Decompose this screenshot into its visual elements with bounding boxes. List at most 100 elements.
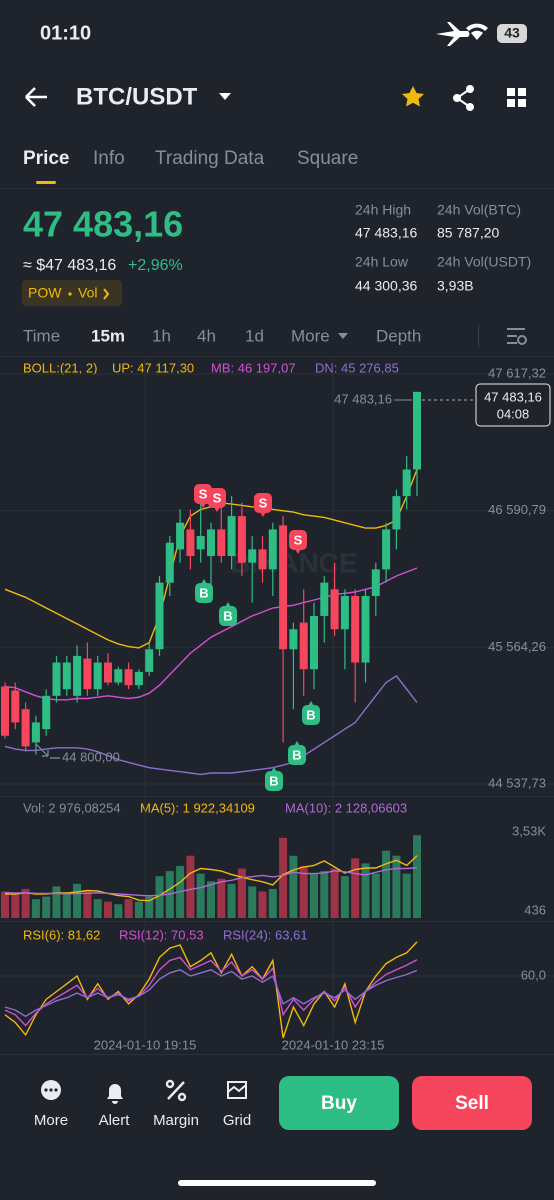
pair-dropdown[interactable] [219,93,231,100]
stat-label: 24h High [355,202,411,218]
nav-more[interactable] [41,1080,61,1100]
trade-marker [302,705,320,725]
trade-marker-pointer [308,701,314,706]
candle-body [145,649,154,672]
volume-bar [104,901,112,918]
nav-label[interactable]: Grid [223,1112,251,1129]
candle-body [382,529,391,570]
trade-marker-label: B [292,747,301,762]
divider [0,796,554,797]
home-indicator [178,1180,376,1186]
buy-button[interactable] [279,1076,399,1130]
trade-marker [265,771,283,791]
volume-bar [248,886,257,918]
nav-margin-icon[interactable] [165,1079,187,1102]
battery [497,24,527,43]
wifi-icon [466,23,488,40]
interval[interactable]: 1h [152,326,171,345]
nav-label[interactable]: Margin [153,1112,199,1129]
stat-label: 24h Vol(USDT) [437,254,531,270]
tag-box[interactable] [22,280,122,306]
trade-marker-pointer [200,503,206,508]
vol-tick-label: 3,53K [512,823,546,838]
interval[interactable]: Time [23,326,60,345]
candle-body [207,529,215,557]
tab[interactable]: Square [297,148,358,169]
volume-bar [155,876,164,918]
tab[interactable]: Price [23,148,69,169]
trade-marker-label: B [269,773,278,788]
volume-bar [52,886,61,918]
nav-label[interactable]: Alert [99,1112,131,1129]
trade-marker-label: B [199,585,208,600]
candle-body [73,655,82,696]
tab[interactable]: Trading Data [155,148,265,169]
stat-value: 44 300,36 [355,278,417,294]
sell-button[interactable] [412,1076,532,1130]
nav-alert-icon[interactable] [107,1084,123,1104]
trade-marker-pointer [214,507,220,512]
volume-bar [217,878,226,918]
boll-legend: BOLL:(21, 2) [23,360,97,375]
sell-label[interactable]: Sell [455,1093,489,1114]
vol-tick-label: 436 [524,902,546,917]
volume-bar [114,904,123,918]
stat-value: 3,93B [437,278,474,294]
airplane-icon [436,22,470,46]
trade-marker-pointer [201,579,207,584]
candle-body [299,622,308,670]
candle-body [11,690,20,723]
last-price-box [475,383,551,427]
rsi-line [4,969,418,1018]
interval[interactable]: 1d [245,326,264,345]
divider [0,921,554,922]
volume-bar [11,894,20,918]
trade-marker [208,488,226,508]
candle-body [124,669,133,686]
clock: 01:10 [40,22,91,44]
volume-bar [361,863,370,918]
volume-bar [207,881,215,918]
pair-title[interactable]: BTC/USDT [76,83,198,110]
volume-bar [340,876,349,918]
volume-bar [21,888,30,918]
trade-marker-label: B [306,707,315,722]
volume-bar [73,883,82,918]
candle-body [93,662,102,690]
stat-label: 24h Vol(BTC) [437,202,521,218]
volume-bar [371,873,380,918]
interval[interactable]: 4h [197,326,216,345]
tag-separator [68,292,72,296]
tab[interactable]: Info [93,148,125,169]
interval[interactable]: More [291,326,330,345]
candle-body [320,582,329,616]
trade-marker-pointer [271,767,277,772]
trade-marker [254,493,272,513]
candle-body [186,529,195,557]
volume-bar [330,868,339,918]
fiat-price: ≈ $47 483,16 [23,257,116,274]
chart-settings[interactable] [507,328,527,345]
tag[interactable]: Vol [78,285,97,301]
buy-label[interactable]: Buy [321,1093,357,1114]
nav-label[interactable]: More [34,1112,68,1129]
vol-legend: MA(10): 2 128,06603 [285,800,407,815]
stat-label: 24h Low [355,254,409,270]
tag-chevron [103,288,110,300]
trade-marker-label: S [199,486,208,501]
tag[interactable]: POW [28,285,62,301]
volume-bar [413,835,421,918]
interval[interactable]: Depth [376,326,421,345]
volume-bar [310,873,318,918]
stat-value: 47 483,16 [355,225,417,241]
layout-button[interactable] [507,88,526,107]
candle-body [217,529,226,557]
rsi-legend: RSI(6): 81,62 [23,927,100,942]
interval[interactable]: 15m [91,326,125,345]
back-button[interactable] [25,87,47,107]
high-label: 47 483,16 [334,391,392,406]
favorite-star[interactable] [402,86,424,107]
share-button[interactable] [453,85,474,111]
nav-grid-icon[interactable] [227,1081,247,1099]
